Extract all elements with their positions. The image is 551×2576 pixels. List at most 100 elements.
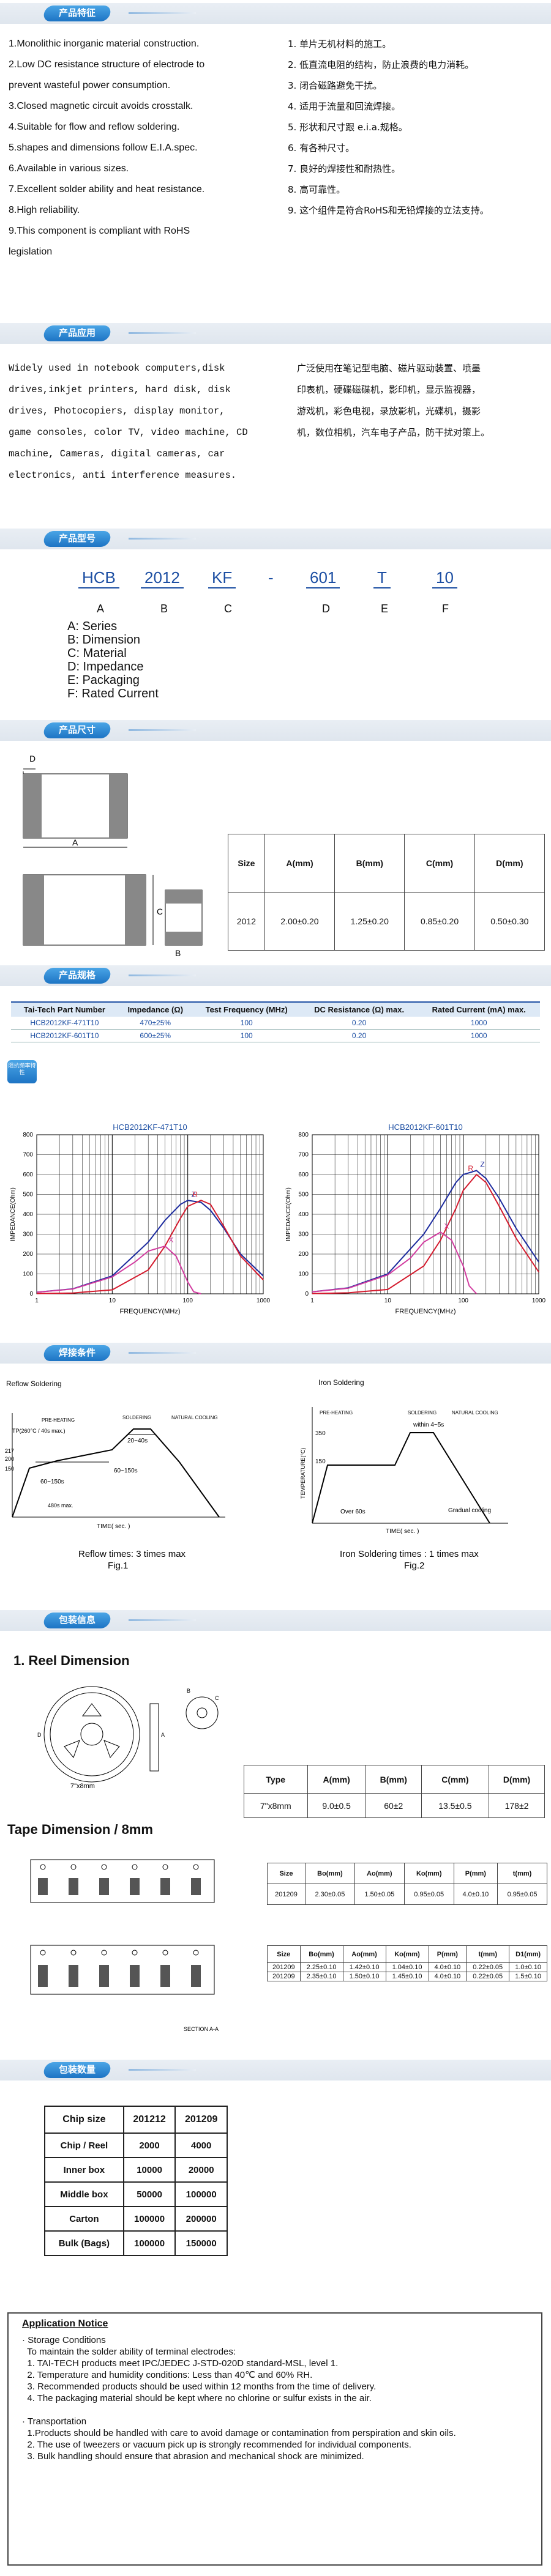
tape-pocket — [38, 1878, 48, 1895]
series-label: R — [192, 1190, 198, 1198]
legend-item: D: Impedance — [67, 660, 144, 674]
svg-text:60~150s: 60~150s — [40, 1479, 64, 1485]
y-tick-label: 100 — [298, 1271, 309, 1278]
feature-en-line: 4.Suitable for flow and reflow soldering… — [9, 122, 180, 132]
code-e: T — [373, 568, 391, 588]
table-cell: 470±25% — [118, 1017, 193, 1030]
svg-text:C: C — [215, 1695, 219, 1701]
notice-line: To maintain the solder ability of termin… — [22, 2347, 236, 2357]
table-header-cell: P(mm) — [453, 1863, 498, 1884]
sprocket-hole — [132, 1950, 138, 1956]
table-cell: 150000 — [174, 2230, 228, 2256]
table-cell: 178±2 — [489, 1793, 545, 1818]
table-cell: 1.45±0.10 — [385, 1972, 429, 1981]
y-tick-label: 200 — [23, 1251, 33, 1258]
y-axis-label: IMPEDANCE(Ohm) — [10, 1187, 17, 1241]
table-row: Middle box 50000 100000 — [44, 2181, 228, 2207]
table-cell: 1.25±0.20 — [334, 892, 405, 951]
table-cell: Carton — [44, 2206, 124, 2232]
svg-text:within 4~5s: within 4~5s — [413, 1422, 444, 1428]
sprocket-hole — [193, 1950, 199, 1956]
table-cell: 0.22±0.05 — [466, 1972, 510, 1981]
table-cell: 1.04±0.10 — [385, 1962, 429, 1972]
application-cn-line: 印表机，硬碟磁碟机，影印机，显示监视器， — [297, 384, 481, 395]
y-tick-label: 400 — [23, 1211, 33, 1218]
notice-line: 2. The use of tweezers or vacuum pick up… — [22, 2440, 411, 2450]
tape-drawing: SECTION A-A — [30, 1859, 219, 2031]
dim-label-b: B — [175, 948, 181, 957]
code-c: KF — [208, 568, 236, 588]
svg-text:B: B — [187, 1688, 190, 1694]
table-header-cell: t(mm) — [466, 1945, 510, 1963]
svg-text:Fig.1: Fig.1 — [108, 1561, 128, 1571]
features-tab: 产品特征 — [42, 6, 112, 21]
dim-label-d: D — [29, 754, 36, 763]
application-en-line: game consoles, color TV, video machine, … — [9, 427, 248, 438]
table-header-cell: Size — [228, 834, 265, 893]
iron-caption: Iron Soldering times : 1 times max — [340, 1549, 479, 1559]
svg-text:NATURAL COOLING: NATURAL COOLING — [171, 1415, 218, 1420]
table-header-cell: A(mm) — [307, 1765, 366, 1794]
table-header-cell: A(mm) — [264, 834, 335, 893]
part-number-code: HCB 2012 KF - 601 T 10 A B C D E F — [0, 566, 551, 621]
table-cell: Chip / Reel — [44, 2132, 124, 2158]
table-cell: HCB2012KF-601T10 — [11, 1029, 118, 1042]
impedance-chart-471: 0 100 200 300 400 500 600 700 800 1 10 100 1000 HCB20… — [10, 1123, 271, 1315]
svg-text:60~150s: 60~150s — [114, 1468, 138, 1474]
feature-cn-line: 9. 这个组件是符合RoHS和无铅焊接的立法支持。 — [288, 205, 489, 216]
x-axis-label: FREQUENCY(MHz) — [120, 1308, 181, 1315]
reflow-title: Reflow Soldering — [6, 1379, 62, 1388]
table-header-cell: C(mm) — [404, 834, 475, 893]
feature-en-line: 2.Low DC resistance structure of electro… — [9, 59, 205, 70]
x-axis-label: FREQUENCY(MHz) — [395, 1308, 456, 1315]
sprocket-hole — [40, 1950, 46, 1956]
table-header-cell: DC Resistance (Ω) max. — [300, 1001, 418, 1017]
table-cell: 2.30±0.05 — [304, 1884, 355, 1905]
application-cn-text: 广泛使用在笔记型电脑、磁片驱动装置、喷墨 印表机，硬碟磁碟机，影印机，显示监视器，… — [297, 358, 548, 444]
svg-text:150: 150 — [315, 1458, 326, 1465]
feature-en-line: 1.Monolithic inorganic material construc… — [9, 39, 200, 49]
table-header-cell: Type — [244, 1765, 308, 1794]
table-cell: 200000 — [174, 2206, 228, 2232]
x-tick-label: 10 — [384, 1297, 392, 1304]
notice-line: · Storage Conditions — [22, 2335, 106, 2345]
tape-pocket — [130, 1965, 140, 1987]
notice-line — [22, 2404, 541, 2416]
sprocket-hole — [70, 1950, 77, 1956]
table-cell: 1.5±0.10 — [509, 1972, 547, 1981]
legend-item: F: Rated Current — [67, 687, 159, 700]
svg-text:SOLDERING: SOLDERING — [122, 1415, 151, 1420]
svg-text:150: 150 — [5, 1466, 14, 1472]
tape-pocket — [99, 1878, 109, 1895]
table-cell: 20000 — [174, 2157, 228, 2183]
table-cell: 0.95±0.05 — [497, 1884, 547, 1905]
notice-line: 3. Bulk handling should ensure that abra… — [22, 2451, 364, 2462]
table-cell: 4000 — [174, 2132, 228, 2158]
table-header-cell: Ko(mm) — [403, 1863, 454, 1884]
application-cn-line: 机，数位相机，汽车电子产品，防干扰对策上。 — [297, 427, 490, 438]
feature-en-line: 8.High reliability. — [9, 205, 80, 215]
y-tick-label: 0 — [305, 1291, 309, 1297]
table-cell: 7"x8mm — [244, 1793, 308, 1818]
legend-item: E: Packaging — [67, 674, 140, 687]
feature-en-line: prevent wasteful power consumption. — [9, 80, 171, 91]
table-cell: 1000 — [418, 1017, 540, 1030]
part-number-header: 产品型号 — [0, 529, 551, 549]
y-tick-label: 800 — [23, 1132, 33, 1138]
sprocket-hole — [193, 1864, 199, 1870]
x-tick-label: 100 — [182, 1297, 193, 1304]
sprocket-hole — [40, 1864, 46, 1870]
notice-line: 1.Products should be handled with care t… — [22, 2428, 456, 2438]
table-cell: 0.22±0.05 — [466, 1962, 510, 1972]
table-header-cell: Tai-Tech Part Number — [11, 1001, 118, 1017]
table-row: Chip / Reel 2000 4000 — [44, 2132, 228, 2158]
tape-title: Tape Dimension / 8mm — [7, 1822, 153, 1837]
dimensions-header: 产品尺寸 — [0, 720, 551, 741]
table-header-cell: t(mm) — [497, 1863, 547, 1884]
table-row: Carton 100000 200000 — [44, 2206, 228, 2232]
y-tick-label: 800 — [298, 1132, 309, 1138]
feature-cn-line: 2. 低直流电阻的结构，防止浪费的电力消耗。 — [288, 59, 474, 70]
notice-line: 3. Recommended products should be used w… — [22, 2381, 377, 2392]
table-header-cell: D(mm) — [489, 1765, 545, 1794]
svg-text:TIME( sec. ): TIME( sec. ) — [97, 1523, 130, 1530]
